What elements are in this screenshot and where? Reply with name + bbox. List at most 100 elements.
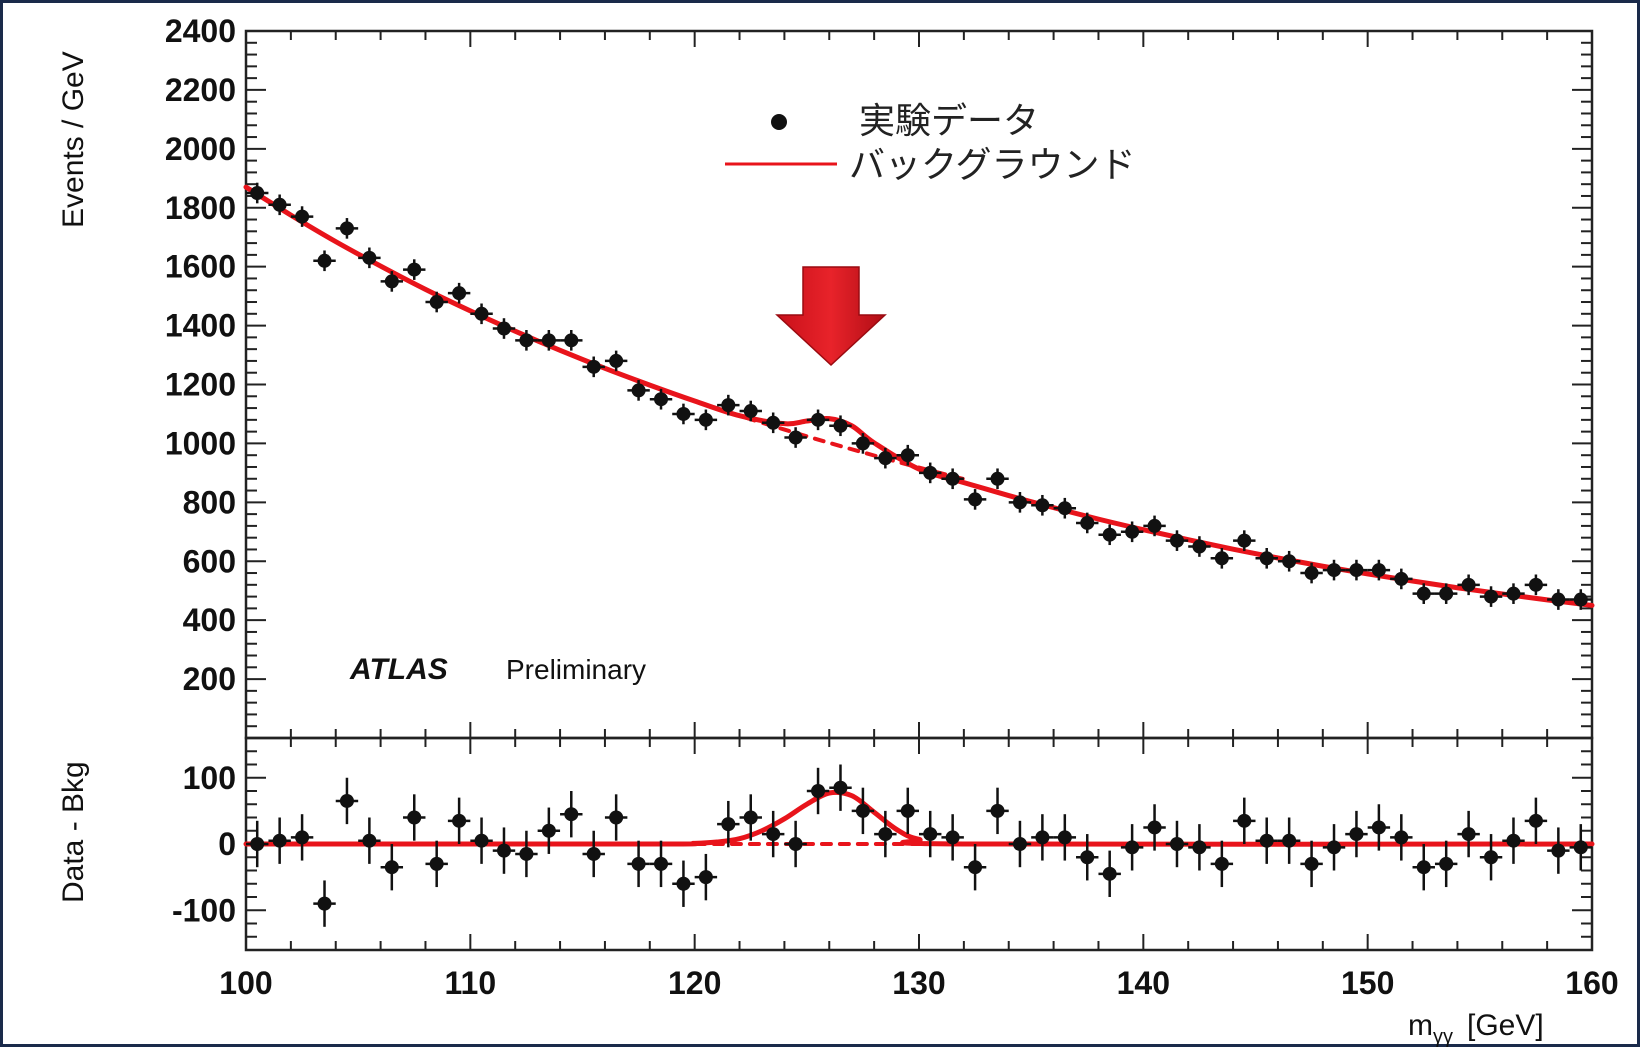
residual-point	[1371, 820, 1386, 835]
residual-point	[474, 833, 489, 848]
data-point	[1125, 524, 1140, 539]
x-tick-label: 160	[1565, 965, 1618, 1001]
data-point	[474, 306, 489, 321]
data-point	[945, 471, 960, 486]
residual-point	[339, 793, 354, 808]
data-point	[1282, 554, 1297, 569]
x-tick-label: 130	[892, 965, 945, 1001]
residual-point	[855, 803, 870, 818]
legend-bkg-label: バックグラウンド	[849, 145, 1136, 186]
residual-point	[878, 827, 893, 842]
background-fit-line	[243, 184, 1595, 608]
data-point	[698, 412, 713, 427]
residual-point	[923, 827, 938, 842]
residual-point	[1551, 843, 1566, 858]
data-point	[586, 359, 601, 374]
data-point	[1259, 551, 1274, 566]
data-point	[1573, 592, 1588, 607]
signal-fit-line	[243, 789, 1595, 847]
main-y-tick-label: 600	[183, 543, 236, 579]
data-point	[564, 333, 579, 348]
residual-point	[1057, 830, 1072, 845]
main-y-tick-label: 800	[183, 484, 236, 520]
data-point	[1484, 589, 1499, 604]
residual-point	[698, 870, 713, 885]
ratio-series-layer	[243, 764, 1595, 927]
data-point	[811, 412, 826, 427]
residual-point	[429, 856, 444, 871]
residual-point	[1192, 840, 1207, 855]
data-point	[788, 430, 803, 445]
data-point	[900, 448, 915, 463]
residual-point	[564, 807, 579, 822]
data-point	[1057, 501, 1072, 516]
data-point	[1214, 551, 1229, 566]
x-axis-title-unit: [GeV]	[1467, 1009, 1544, 1042]
axis-ticks	[245, 30, 1593, 950]
residual-point	[362, 833, 377, 848]
data-point	[272, 197, 287, 212]
data-point	[654, 392, 669, 407]
data-point	[923, 465, 938, 480]
data-point	[541, 333, 556, 348]
data-point	[1416, 586, 1431, 601]
data-point	[676, 406, 691, 421]
data-point	[362, 250, 377, 265]
residual-point	[1416, 860, 1431, 875]
data-point	[990, 471, 1005, 486]
residual-point	[811, 784, 826, 798]
data-point	[1506, 586, 1521, 601]
residual-point	[272, 833, 287, 848]
residual-point	[1237, 813, 1252, 828]
residual-point	[496, 843, 511, 858]
residual-point	[1573, 840, 1588, 855]
main-y-tick-label: 1800	[165, 190, 236, 226]
data-point	[1349, 563, 1364, 578]
main-y-tick-label: 1000	[165, 425, 236, 461]
residual-point	[631, 856, 646, 871]
data-point	[833, 418, 848, 433]
residual-point	[900, 803, 915, 818]
residual-point	[407, 810, 422, 825]
residual-point	[788, 837, 803, 851]
residual-point	[833, 780, 848, 795]
residual-point	[1102, 866, 1117, 881]
residual-point	[1147, 820, 1162, 835]
ratio-y-tick-label: -100	[172, 892, 236, 928]
main-y-tick-label: 1400	[165, 308, 236, 344]
residual-point	[968, 860, 983, 875]
residual-point	[1461, 827, 1476, 842]
residual-point	[1214, 856, 1229, 871]
main-y-tick-label: 2200	[165, 72, 236, 108]
residual-point	[317, 896, 332, 911]
ratio-y-axis-title: Data - Bkg	[57, 761, 90, 903]
data-point	[1080, 515, 1095, 530]
data-point	[1461, 577, 1476, 592]
residual-point	[1125, 840, 1140, 855]
data-point	[1169, 533, 1184, 548]
residual-point	[586, 846, 601, 861]
residual-point	[295, 830, 310, 845]
data-point	[1327, 563, 1342, 578]
residual-point	[1439, 856, 1454, 871]
main-y-tick-label: 1200	[165, 367, 236, 403]
residual-point	[609, 810, 624, 825]
residual-point	[766, 827, 781, 842]
main-y-tick-label: 2000	[165, 131, 236, 167]
x-tick-label: 100	[219, 965, 272, 1001]
data-point	[1035, 498, 1050, 513]
x-tick-label: 150	[1341, 965, 1394, 1001]
legend: 実験データ バックグラウンド	[725, 101, 1136, 186]
data-point	[1102, 527, 1117, 542]
data-point	[1147, 518, 1162, 533]
ratio-y-tick-label: 0	[218, 826, 236, 862]
data-point	[1371, 563, 1386, 578]
residual-point	[1327, 840, 1342, 855]
main-y-tick-label: 1600	[165, 249, 236, 285]
data-point	[1551, 592, 1566, 607]
residual-point	[1012, 837, 1027, 851]
data-point	[384, 274, 399, 289]
main-y-tick-label: 400	[183, 602, 236, 638]
data-point	[1304, 566, 1319, 581]
residual-point	[1506, 833, 1521, 848]
